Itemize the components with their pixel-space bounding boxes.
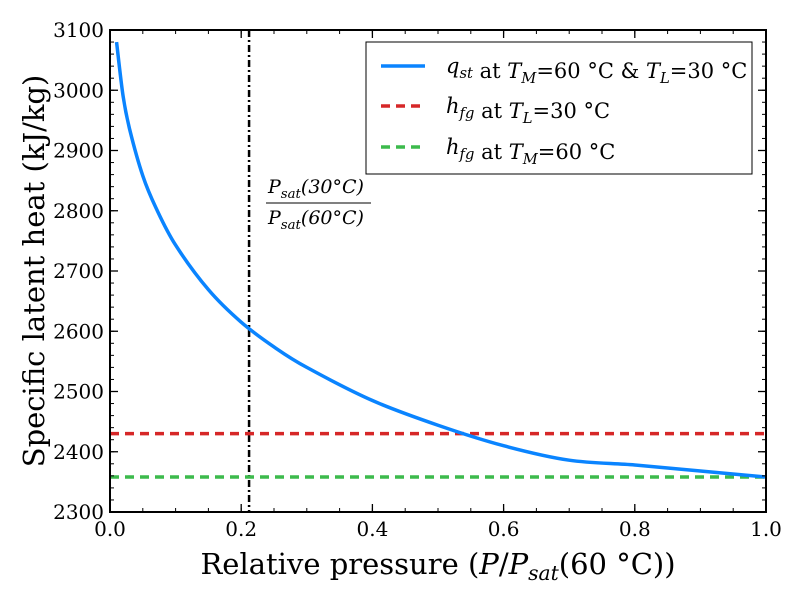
x-tick-label: 0.0	[94, 517, 126, 541]
x-axis-title: Relative pressure (P/Psat(60 °C))	[200, 547, 675, 585]
x-tick-label: 0.4	[356, 517, 388, 541]
plot-frame	[109, 29, 767, 513]
x-tick-label: 0.6	[488, 517, 520, 541]
y-tick-label: 2900	[53, 139, 104, 163]
y-axis-ticks: 2300 2400 2500 2600 2700 2800 2900 3000 3100	[53, 18, 766, 524]
y-tick-label: 2500	[53, 380, 104, 404]
y-tick-label: 2700	[53, 259, 104, 283]
annotation-denominator: Psat(60°C)	[267, 207, 364, 233]
y-tick-label: 2600	[53, 319, 104, 343]
series-qst	[114, 41, 767, 479]
y-tick-label: 2800	[53, 199, 104, 223]
annotation-numerator: Psat(30°C)	[267, 176, 364, 202]
x-tick-label: 1.0	[750, 517, 782, 541]
legend: qst at TM=60 °C & TL=30 °C hfg at TL=30 …	[365, 41, 753, 175]
y-tick-label: 2300	[53, 500, 104, 524]
y-axis-title: Specific latent heat (kJ/kg)	[17, 75, 51, 468]
legend-label-qst: qst at TM=60 °C & TL=30 °C	[446, 54, 747, 87]
x-axis-ticks: 0.0 0.2 0.4 0.6 0.8 1.0	[94, 30, 782, 541]
x-tick-label: 0.8	[619, 517, 651, 541]
legend-label-hfg-tl: hfg at TL=30 °C	[446, 94, 610, 127]
y-tick-label: 2400	[53, 440, 104, 464]
y-tick-label: 3000	[53, 78, 104, 102]
legend-label-hfg-tm: hfg at TM=60 °C	[446, 135, 615, 168]
legend-box	[365, 41, 753, 175]
y-tick-label: 3100	[53, 18, 104, 42]
x-tick-label: 0.2	[225, 517, 257, 541]
vline-annotation: Psat(30°C) Psat(60°C)	[266, 176, 371, 233]
plot-area	[110, 30, 767, 512]
